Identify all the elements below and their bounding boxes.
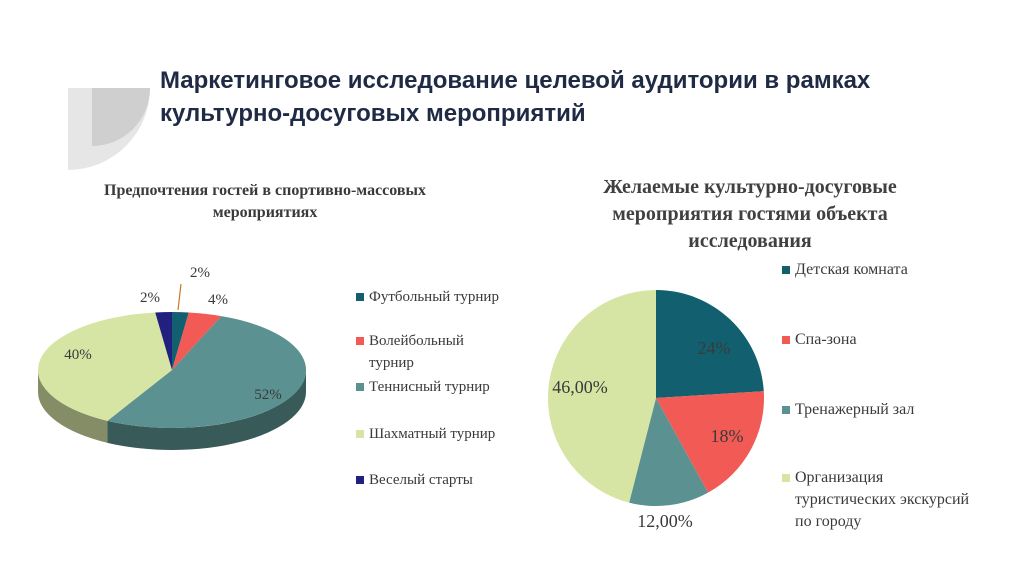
- legend-item: Теннисный турнир: [369, 376, 490, 398]
- legend-swatch: [782, 266, 790, 274]
- data-label: 46,00%: [552, 377, 608, 397]
- legend-label: туристических экскурсий: [795, 491, 970, 508]
- data-label: 52%: [254, 387, 282, 403]
- legend-swatch: [782, 406, 790, 414]
- title-line: Предпочтения гостей в спортивно-массовых: [104, 182, 426, 199]
- legend-item: Спа-зона: [795, 329, 857, 351]
- data-label: 4%: [208, 292, 228, 308]
- data-label: 12,00%: [637, 511, 693, 531]
- legend-swatch: [356, 430, 364, 438]
- left-chart-title: Предпочтения гостей в спортивно-массовых…: [40, 180, 490, 224]
- legend-label: Шахматный турнир: [369, 426, 496, 442]
- legend-item: Веселый старты: [369, 469, 473, 491]
- pie-slice-Детская комната: [656, 290, 764, 398]
- legend-item: Тренажерный зал: [795, 399, 914, 421]
- data-label: 18%: [711, 426, 744, 446]
- legend-label: Детская комната: [795, 261, 908, 278]
- legend-item: Шахматный турнир: [369, 423, 495, 445]
- legend-item: Волейбольный турнир: [369, 330, 464, 374]
- data-label: 40%: [64, 347, 92, 363]
- legend-label: Веселый старты: [369, 472, 473, 488]
- pie-side-2: [107, 370, 306, 450]
- legend-label: Футбольный турнир: [369, 289, 499, 305]
- title-line: мероприятия гостями объекта: [612, 203, 888, 225]
- legend-item: Футбольный турнир: [369, 286, 499, 308]
- legend-swatch: [356, 337, 364, 345]
- legend-swatch: [356, 383, 364, 391]
- legend-item: Детская комната: [795, 259, 908, 281]
- leader-line: [177, 283, 182, 311]
- pie-slice-Шахматный турнир: [38, 312, 172, 421]
- pie-slice-Спа-зона: [656, 391, 764, 493]
- title-line: Желаемые культурно-досуговые: [603, 176, 897, 198]
- decor-quarter-circle-inner: [92, 88, 150, 146]
- legend-label: Спа-зона: [795, 331, 857, 348]
- right-chart-title: Желаемые культурно-досуговые мероприятия…: [560, 174, 940, 255]
- pie-slice-Теннисный турнир: [107, 316, 307, 429]
- slide-title: Маркетинговое исследование целевой аудит…: [160, 67, 871, 127]
- legend-label: Тренажерный зал: [795, 401, 915, 418]
- pie-slice-Веселый старты: [155, 312, 172, 370]
- legend-item: Организация туристических экскурсий по гор…: [795, 467, 969, 533]
- pie-slice-Волейбольный турнир: [172, 312, 222, 370]
- legend-swatch: [782, 336, 790, 344]
- pie-slice-Тренажерный зал: [629, 398, 709, 507]
- legend-swatch: [356, 476, 364, 484]
- data-label: 2%: [190, 265, 210, 281]
- legend-label: Теннисный турнир: [369, 379, 490, 395]
- title-line: мероприятиях: [212, 204, 318, 221]
- legend-label: по городу: [795, 513, 862, 530]
- pie-slice-Футбольный турнир: [172, 312, 189, 370]
- legend-label: Волейбольный: [369, 333, 464, 349]
- legend-swatch: [356, 293, 364, 301]
- legend-label: Организация: [795, 469, 884, 486]
- data-label: 2%: [140, 290, 160, 306]
- pie-side-3: [38, 370, 108, 443]
- legend-label: турнир: [369, 355, 414, 371]
- data-label: 24%: [698, 338, 731, 358]
- title-line: исследования: [688, 230, 812, 252]
- pie-slice-Организация туристических экскурсий по городу: [547, 290, 656, 503]
- legend-swatch: [782, 474, 790, 482]
